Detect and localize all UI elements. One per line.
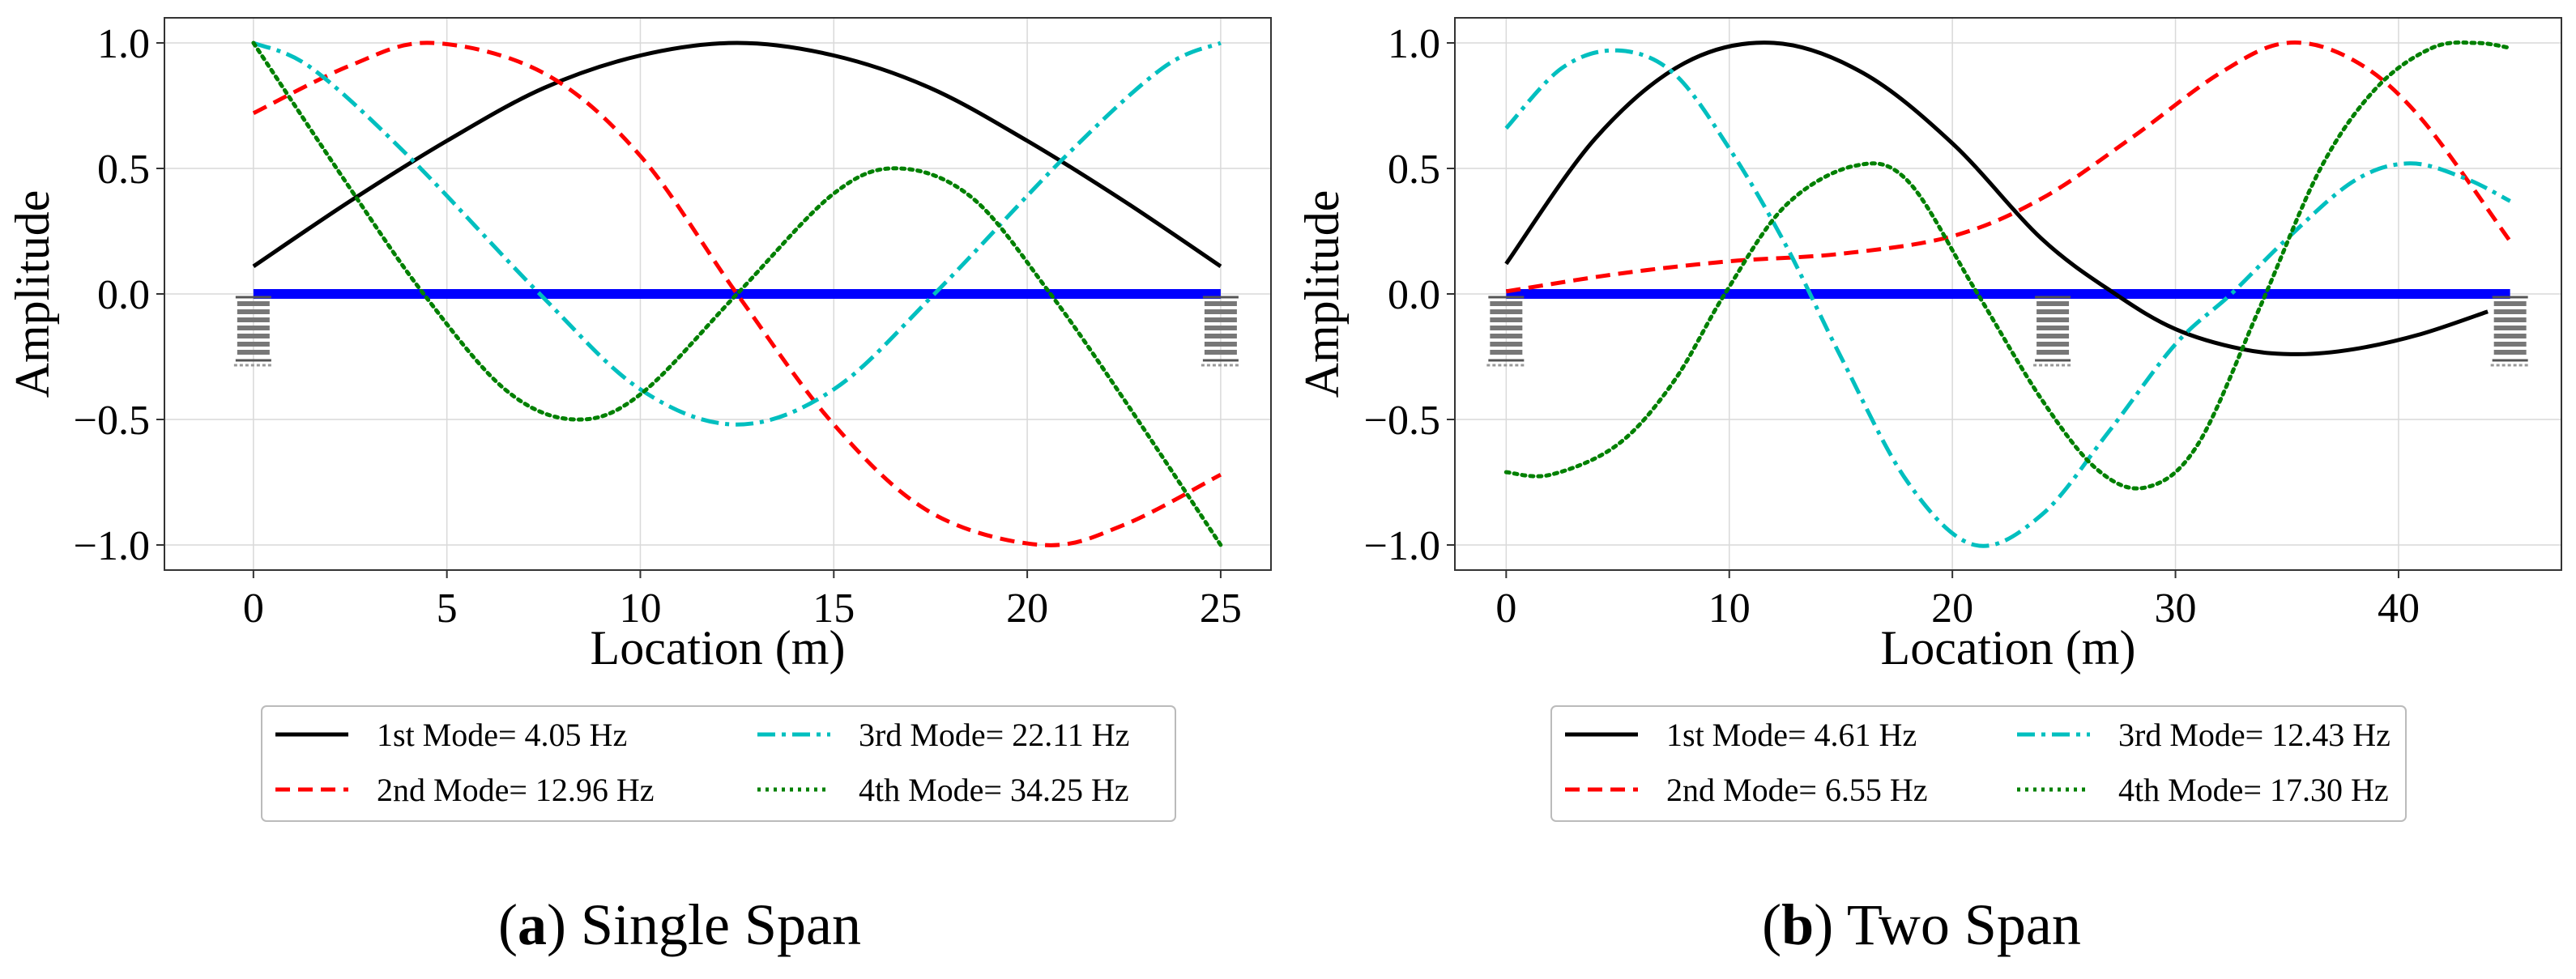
legend-entry: 1st Mode= 4.05 Hz <box>275 717 627 753</box>
legend-frame-a <box>261 705 1176 822</box>
legend-b: 1st Mode= 4.61 Hz 2nd Mode= 6.55 Hz 3rd … <box>1550 705 2407 822</box>
series-layer-b <box>1503 40 2513 548</box>
caption-letter-b: b <box>1781 892 1814 957</box>
caption-text-b: Two Span <box>1847 892 2081 957</box>
series-line-b-1 <box>1504 40 2489 356</box>
x-tick-label: 0 <box>1495 585 1516 632</box>
legend-a: 1st Mode= 4.05 Hz 2nd Mode= 12.96 Hz 3rd… <box>261 705 1176 822</box>
legend-label: 4th Mode= 34.25 Hz <box>859 772 1129 808</box>
y-tick-label: −1.0 <box>74 523 150 569</box>
x-tick-label: 0 <box>243 585 264 632</box>
y-tick-label: 0.5 <box>1388 147 1440 193</box>
series-line-b-4 <box>1503 40 2513 491</box>
x-tick-label: 10 <box>619 585 661 632</box>
y-tick-label: 0.5 <box>97 147 150 193</box>
y-tick-label: 1.0 <box>97 21 150 67</box>
x-tick-label: 30 <box>2155 585 2197 632</box>
legend-label: 4th Mode= 17.30 Hz <box>2118 772 2389 808</box>
x-tick-label: 20 <box>1006 585 1048 632</box>
legend-entry: 4th Mode= 34.25 Hz <box>757 772 1129 808</box>
series-line-a-1 <box>252 40 1222 268</box>
series-line-b-2 <box>1505 40 2512 294</box>
legend-frame-b <box>1550 705 2407 822</box>
series-line-a-4 <box>251 40 1223 547</box>
xlabel-b: Location (m) <box>1881 621 2136 675</box>
plot-area-a: 0 5 10 15 20 25 1.0 0.5 0.0 −0.5 −1.0 <box>74 17 1272 632</box>
x-tick-label: 5 <box>437 585 458 632</box>
spring-support-icon <box>2033 297 2072 365</box>
x-tick-label: 40 <box>2378 585 2420 632</box>
legend-entry: 1st Mode= 4.61 Hz <box>1565 717 1917 753</box>
x-tick-label: 20 <box>1931 585 1973 632</box>
yticks-b: 1.0 0.5 0.0 −0.5 −1.0 <box>1364 21 1455 569</box>
panel-b: 0 10 20 30 40 1.0 0.5 0.0 −0.5 −1.0 Location (m)… <box>1295 17 2562 957</box>
y-tick-label: −1.0 <box>1364 523 1440 569</box>
legend-label: 1st Mode= 4.05 Hz <box>377 717 627 753</box>
x-tick-label: 10 <box>1708 585 1751 632</box>
ylabel-b: Amplitude <box>1295 190 1349 398</box>
y-tick-label: −0.5 <box>74 398 150 444</box>
legend-label: 2nd Mode= 12.96 Hz <box>377 772 655 808</box>
panel-a: 0 5 10 15 20 25 1.0 0.5 0.0 −0.5 −1.0 Location (m… <box>6 17 1272 957</box>
caption-letter-a: a <box>518 892 547 957</box>
beam-layer-a <box>234 289 1240 365</box>
y-tick-label: 1.0 <box>1388 21 1440 67</box>
y-tick-label: 0.0 <box>1388 272 1440 318</box>
spring-support-icon <box>2491 297 2530 365</box>
x-tick-label: 25 <box>1200 585 1242 632</box>
legend-entry: 3rd Mode= 12.43 Hz <box>2017 717 2390 753</box>
caption-b: (b) Two Span <box>1762 892 2081 957</box>
legend-entry: 3rd Mode= 22.11 Hz <box>757 717 1129 753</box>
x-tick-label: 15 <box>812 585 855 632</box>
legend-label: 3rd Mode= 22.11 Hz <box>859 717 1129 753</box>
ylabel-a: Amplitude <box>6 190 59 398</box>
caption-text-a: Single Span <box>581 892 861 957</box>
caption-a: (a) Single Span <box>498 892 861 957</box>
y-tick-label: 0.0 <box>97 272 150 318</box>
xticks-b: 0 10 20 30 40 <box>1495 570 2420 632</box>
legend-label: 3rd Mode= 12.43 Hz <box>2118 717 2390 753</box>
legend-entry: 2nd Mode= 12.96 Hz <box>275 772 655 808</box>
legend-label: 1st Mode= 4.61 Hz <box>1666 717 1917 753</box>
plot-area-b: 0 10 20 30 40 1.0 0.5 0.0 −0.5 −1.0 <box>1364 17 2562 632</box>
legend-entry: 4th Mode= 17.30 Hz <box>2017 772 2389 808</box>
y-tick-label: −0.5 <box>1364 398 1440 444</box>
xlabel-a: Location (m) <box>591 621 846 675</box>
beam-layer-b <box>1486 289 2530 365</box>
xticks-a: 0 5 10 15 20 25 <box>243 570 1242 632</box>
yticks-a: 1.0 0.5 0.0 −0.5 −1.0 <box>74 21 164 569</box>
series-layer-a <box>251 40 1223 547</box>
legend-entry: 2nd Mode= 6.55 Hz <box>1565 772 1928 808</box>
series-line-a-3 <box>252 40 1222 427</box>
legend-label: 2nd Mode= 6.55 Hz <box>1666 772 1928 808</box>
series-line-b-3 <box>1504 48 2511 548</box>
series-line-a-2 <box>252 40 1222 547</box>
